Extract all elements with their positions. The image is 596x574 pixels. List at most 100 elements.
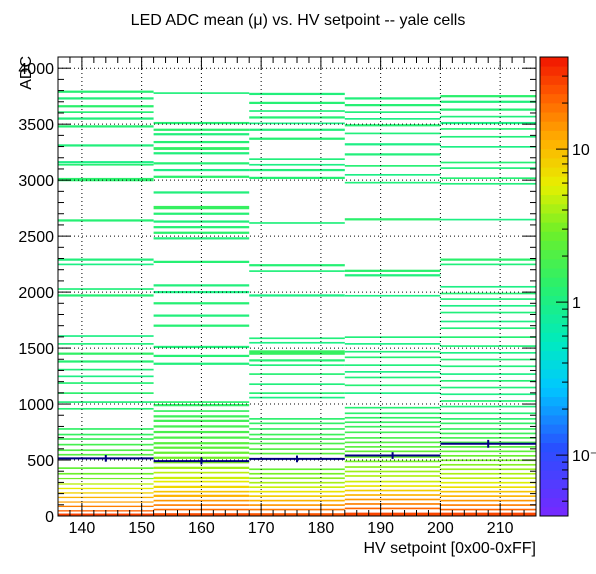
heatmap-cell <box>58 407 154 410</box>
heatmap-cell <box>440 218 536 221</box>
heatmap-cell <box>249 442 345 445</box>
heatmap-cell <box>58 288 154 290</box>
heatmap-cell <box>440 320 536 323</box>
heatmap-cell <box>153 290 250 294</box>
z-tick-label: 10⁻¹ <box>572 448 596 465</box>
heatmap-cell <box>440 311 536 314</box>
heatmap-cell <box>249 92 345 96</box>
palette-swatch <box>540 323 568 333</box>
palette-swatch <box>540 112 568 122</box>
heatmap-cell <box>249 433 345 436</box>
y-tick-label: 2000 <box>18 285 54 302</box>
heatmap-cell <box>153 466 250 469</box>
palette-swatch <box>540 157 568 168</box>
heatmap-cell <box>344 489 441 492</box>
heatmap-cell <box>58 343 154 345</box>
heatmap-cell <box>153 191 250 194</box>
heatmap-cell <box>153 362 250 365</box>
heatmap-cell <box>249 504 345 506</box>
heatmap-cell <box>440 495 536 497</box>
heatmap-cell <box>440 258 536 261</box>
heatmap-cell <box>440 304 536 307</box>
palette-swatch <box>540 479 568 489</box>
palette-swatch <box>540 304 568 315</box>
heatmap-cell <box>249 359 345 362</box>
heatmap-cell <box>153 442 250 445</box>
heatmap-cell <box>249 468 345 471</box>
color-palette <box>539 56 569 517</box>
heatmap-cell <box>153 121 250 125</box>
heatmap-cell <box>249 508 345 511</box>
palette-swatch <box>540 194 568 205</box>
heatmap-cell <box>58 111 154 113</box>
heatmap-cell <box>249 472 345 475</box>
x-tick-label: 210 <box>487 520 514 537</box>
x-axis-ticks: 140 150 160 170 180 190 200 210 <box>57 57 537 537</box>
chart-title: LED ADC mean (μ) vs. HV setpoint -- yale… <box>131 12 466 29</box>
heatmap-cell <box>440 499 536 502</box>
palette-swatch <box>540 130 568 141</box>
heatmap-cell <box>249 418 345 420</box>
palette-swatch <box>540 314 568 324</box>
palette-swatch <box>540 497 568 508</box>
x-tick-label: 160 <box>188 520 215 537</box>
heatmap-cell <box>153 419 250 422</box>
heatmap-cell <box>440 379 536 382</box>
heatmap-cell <box>440 298 536 300</box>
profile-series <box>58 439 536 465</box>
heatmap-cell <box>153 205 250 210</box>
palette-swatch <box>540 442 568 453</box>
heatmap-cell <box>344 431 441 434</box>
heatmap-cell <box>344 294 441 297</box>
heatmap-cell <box>344 111 441 113</box>
heatmap-cell <box>249 438 345 440</box>
heatmap-cell <box>344 392 441 394</box>
heatmap-cell <box>344 450 441 453</box>
heatmap-cell <box>58 90 154 93</box>
heatmap-cell <box>440 292 536 295</box>
palette-swatch <box>540 341 568 352</box>
heatmap-cell <box>249 168 345 172</box>
heatmap-cell <box>153 410 250 412</box>
y-tick-label: 1000 <box>18 397 54 414</box>
heatmap-cell <box>440 108 536 111</box>
palette-swatch <box>540 258 568 269</box>
heatmap-cell <box>344 97 441 100</box>
z-tick-label: 10 <box>572 142 590 159</box>
heatmap-cell <box>153 401 250 403</box>
heatmap-cell <box>249 341 345 344</box>
y-axis-ticks: 0 500 1000 1500 2000 2500 3000 3500 4000 <box>18 56 536 526</box>
palette-swatch <box>540 102 568 113</box>
heatmap-cell <box>344 441 441 444</box>
heatmap-cell <box>440 422 536 425</box>
heatmap-cell <box>344 350 441 353</box>
heatmap-cell <box>249 392 345 394</box>
heatmap-cell <box>249 448 345 450</box>
heatmap-cell <box>58 401 154 403</box>
y-tick-label: 3000 <box>18 173 54 190</box>
y-tick-label: 2500 <box>18 229 54 246</box>
palette-swatch <box>540 139 568 150</box>
x-tick-label: 180 <box>308 520 335 537</box>
heatmap-cell <box>58 492 154 494</box>
palette-swatch <box>540 470 568 480</box>
heatmap-cell <box>344 425 441 428</box>
heatmap-cell <box>440 459 536 462</box>
heatmap-cell <box>344 118 441 120</box>
palette-swatch <box>540 277 568 287</box>
heatmap-cell <box>153 175 250 178</box>
palette-swatch <box>540 387 568 398</box>
heatmap-cell <box>249 264 345 267</box>
heatmap-cell <box>440 128 536 130</box>
heatmap-cell <box>58 335 154 337</box>
heatmap-cell <box>249 110 345 112</box>
heatmap-cell <box>344 165 441 167</box>
palette-swatch <box>540 424 568 434</box>
palette-swatch <box>540 378 568 388</box>
heatmap-cell <box>440 115 536 118</box>
heatmap-cell <box>344 173 441 176</box>
heatmap-cell <box>249 222 345 224</box>
heatmap-cell <box>440 481 536 484</box>
heatmap-cell <box>440 161 536 164</box>
heatmap-cell <box>344 466 441 468</box>
